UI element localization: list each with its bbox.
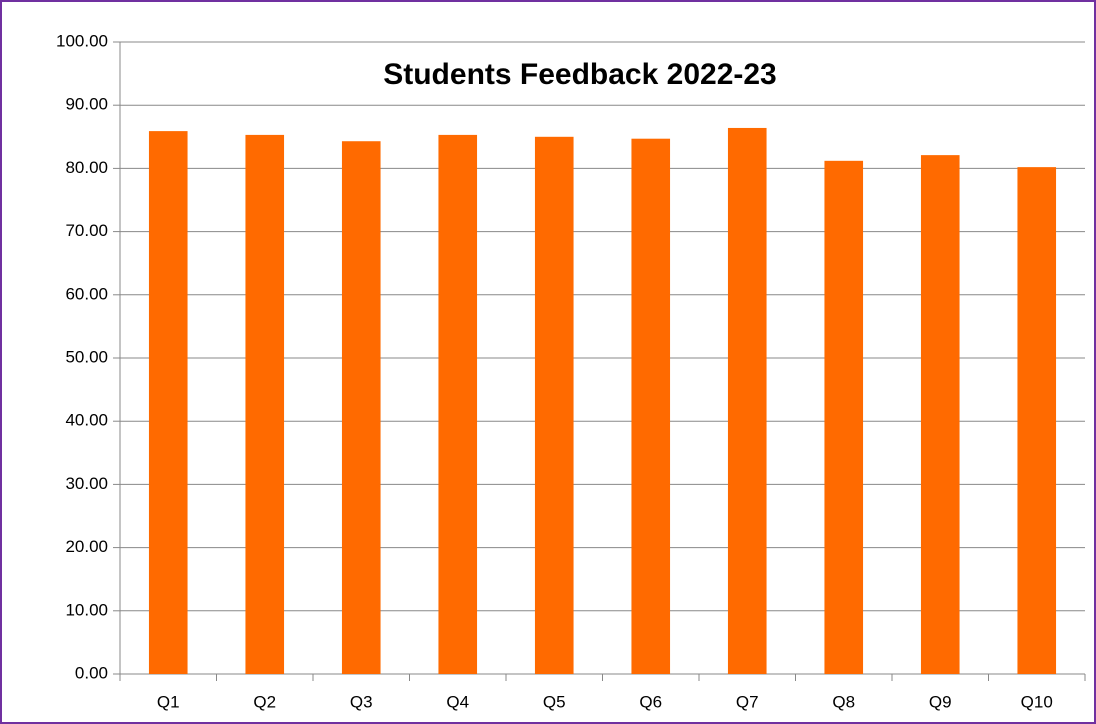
bar [438, 134, 478, 675]
x-tick-label: Q2 [253, 692, 276, 711]
bar [341, 141, 381, 674]
bar [920, 155, 960, 675]
x-tick-label: Q1 [157, 692, 180, 711]
y-tick-label: 50.00 [65, 347, 108, 366]
bar [631, 138, 671, 675]
x-tick-label: Q3 [350, 692, 373, 711]
x-tick-label: Q9 [929, 692, 952, 711]
y-tick-label: 90.00 [65, 95, 108, 114]
chart-title: Students Feedback 2022-23 [383, 58, 777, 91]
x-tick-label: Q10 [1021, 692, 1053, 711]
bar [245, 134, 285, 675]
bar [727, 127, 767, 674]
x-tick-label: Q4 [446, 692, 469, 711]
y-tick-label: 20.00 [65, 537, 108, 556]
x-tick-label: Q5 [543, 692, 566, 711]
y-tick-label: 70.00 [65, 221, 108, 240]
y-tick-label: 30.00 [65, 474, 108, 493]
y-tick-label: 100.00 [56, 31, 108, 50]
y-tick-label: 10.00 [65, 600, 108, 619]
x-tick-label: Q7 [736, 692, 759, 711]
y-tick-label: 0.00 [75, 663, 108, 682]
x-tick-label: Q6 [639, 692, 662, 711]
bar [534, 136, 574, 675]
y-tick-label: 60.00 [65, 284, 108, 303]
bar [1017, 167, 1057, 675]
bar [148, 131, 188, 674]
bar [824, 160, 864, 675]
x-tick-label: Q8 [832, 692, 855, 711]
y-tick-label: 40.00 [65, 411, 108, 430]
y-tick-label: 80.00 [65, 158, 108, 177]
